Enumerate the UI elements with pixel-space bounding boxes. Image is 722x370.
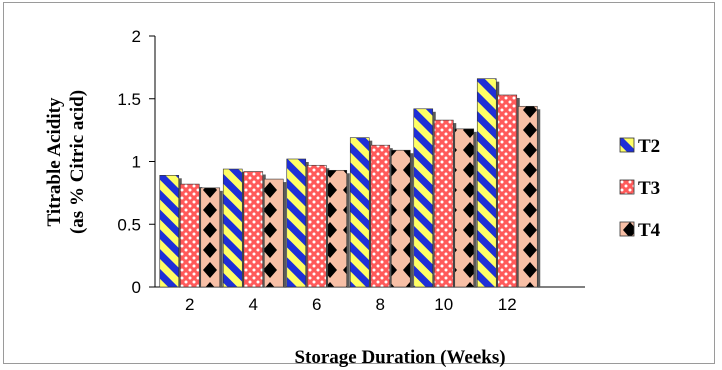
legend-swatch-t3 xyxy=(619,179,635,195)
legend-label-t4: T4 xyxy=(638,220,661,241)
bar-t4-week-10 xyxy=(454,128,475,288)
bar-t3-week-2 xyxy=(179,183,200,288)
bar-t3-week-10 xyxy=(433,119,454,288)
bar-t2-week-12 xyxy=(476,78,497,288)
bars xyxy=(159,78,541,288)
bar-t2-week-4 xyxy=(222,168,243,288)
legend-label-t3: T3 xyxy=(638,178,660,199)
y-tick-label: 0 xyxy=(132,278,141,297)
bar-t2-week-6 xyxy=(286,158,307,288)
y-ticks: 0 0.5 1 1.5 2 xyxy=(117,27,155,297)
x-tick-label: 6 xyxy=(312,295,321,314)
x-tick-label: 8 xyxy=(376,295,385,314)
legend-swatch-t4 xyxy=(619,221,635,237)
x-tick-label: 4 xyxy=(249,295,258,314)
y-tick-label: 2 xyxy=(132,27,141,46)
bar-t4-week-4 xyxy=(263,178,284,288)
bar-t3-week-6 xyxy=(306,164,327,288)
bar-t4-week-2 xyxy=(200,187,221,288)
bar-t2-week-8 xyxy=(349,137,370,288)
y-axis-title-line2: (as % Citric acid) xyxy=(67,90,88,234)
bar-t4-week-6 xyxy=(327,169,348,288)
bar-t3-week-8 xyxy=(370,144,391,288)
bar-t2-week-2 xyxy=(159,175,180,288)
legend-swatch-t2 xyxy=(619,137,635,153)
x-tick-label: 10 xyxy=(434,295,453,314)
bar-t4-week-8 xyxy=(390,149,411,288)
legend: T2 T3 T4 xyxy=(619,136,661,241)
y-tick-label: 0.5 xyxy=(117,215,141,234)
legend-label-t2: T2 xyxy=(638,136,660,157)
y-tick-label: 1 xyxy=(132,153,141,172)
bar-t3-week-4 xyxy=(243,171,264,288)
y-axis-title-line1: Titrable Acidity xyxy=(44,97,65,226)
bar-t4-week-12 xyxy=(517,105,538,288)
bar-t3-week-12 xyxy=(497,94,518,288)
x-tick-label: 12 xyxy=(498,295,517,314)
y-tick-label: 1.5 xyxy=(117,90,141,109)
x-axis-title: Storage Duration (Weeks) xyxy=(294,347,505,368)
bar-t2-week-10 xyxy=(413,108,434,288)
x-tick-label: 2 xyxy=(185,295,194,314)
x-ticks: 2 4 6 8 10 12 xyxy=(185,295,517,314)
